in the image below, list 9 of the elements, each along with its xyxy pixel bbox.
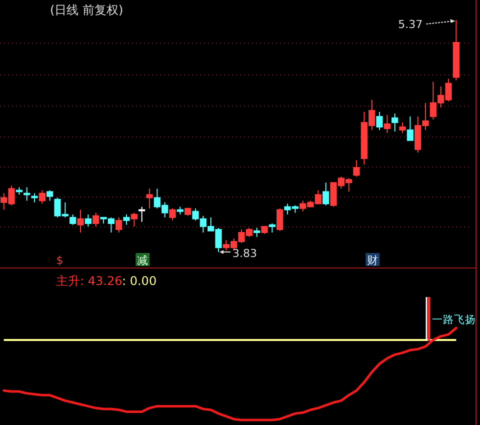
text: $ [56, 254, 64, 267]
annotation: 3.83 [232, 247, 257, 260]
annotation: 5.37 [398, 18, 423, 31]
text: 财 [367, 254, 378, 267]
text: 主升: 43.26 [56, 274, 122, 288]
chart-title: (日线 前复权) [50, 3, 124, 17]
text: : 0.00 [122, 274, 157, 288]
text: 减 [137, 254, 148, 267]
text: 一路飞扬 [432, 314, 476, 326]
